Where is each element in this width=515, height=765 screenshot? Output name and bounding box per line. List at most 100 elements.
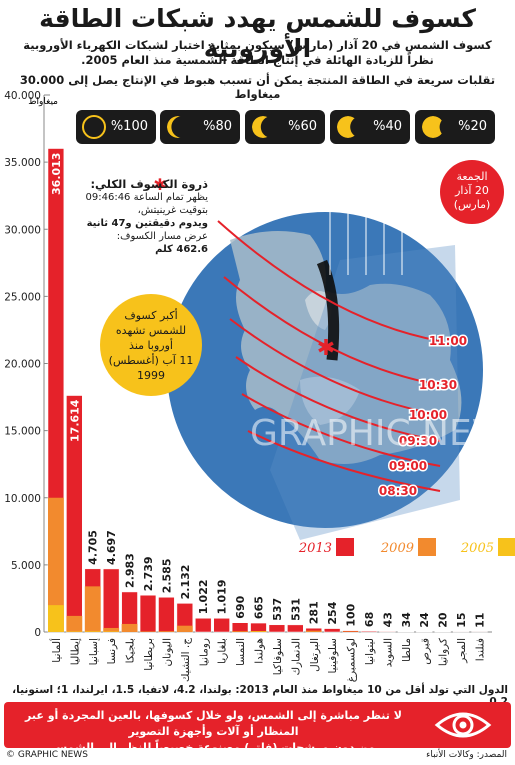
y-tick-label: 20.000 [4, 359, 41, 371]
y-tick-label: 5.000 [11, 560, 41, 572]
bar-value-label: 4.697 [105, 530, 118, 565]
y-tick-label: 30.000 [4, 224, 41, 236]
x-tick-label: ليتوانيا [364, 638, 376, 665]
y-tick-label: 10.000 [4, 493, 41, 505]
y-tick-label: 35.000 [4, 157, 41, 169]
bar-2009-4 [121, 623, 138, 632]
time-line [223, 276, 441, 386]
date-badge-line-1: الجمعة [456, 170, 488, 183]
time-line [229, 318, 441, 416]
bar-2009-6 [158, 631, 175, 632]
time-label: 11:00 [429, 334, 467, 348]
eclipse-phase-icon [337, 116, 359, 138]
peak-line-5: 462.6 كلم [155, 244, 208, 255]
phase-label: %20 [458, 119, 487, 134]
x-tick-label: إسبانيا [88, 638, 100, 665]
time-line [247, 430, 441, 492]
bar-2009-0 [48, 497, 64, 632]
bar-value-label: 2.585 [160, 558, 173, 593]
largest-eclipse-line-5: 1999 [137, 369, 165, 382]
time-line [241, 393, 441, 467]
phase-label: %60 [288, 119, 317, 134]
bar-value-label: 665 [253, 596, 266, 619]
peak-info: ذروة الكسوف الكلي: يظهر تمام الساعة 09:4… [68, 177, 209, 256]
bar-value-label: 1.022 [197, 579, 210, 614]
x-tick-label: لوكسمبرغ [346, 638, 358, 682]
phase-label: %80 [203, 119, 232, 134]
bar-value-label: 36.013 [50, 153, 63, 195]
x-tick-label: المجر [456, 638, 468, 664]
x-tick-label: بلغاريا [217, 638, 229, 664]
x-tick-label: البرتغال [309, 638, 321, 672]
bar-2013-3 [103, 568, 120, 633]
phase-box-0: %100 [76, 110, 156, 144]
eclipse-phase-icon [167, 116, 189, 138]
phase-box-2: %60 [245, 110, 325, 144]
bar-value-label: 254 [326, 601, 339, 624]
x-tick-label: قبرص [419, 638, 431, 665]
x-tick-label: مالطا [401, 638, 413, 662]
subtitle-line-1: كسوف الشمس في 20 آذار (مارس) سيكون بمثاب… [23, 38, 492, 52]
eclipse-phase-icon [82, 115, 106, 139]
bar-value-label: 2.739 [142, 556, 155, 591]
bar-value-label: 43 [381, 612, 394, 627]
y-tick-label: 25.000 [4, 291, 41, 303]
x-tick-label: سلوفاكيا [272, 638, 284, 675]
bar-value-label: 17.614 [68, 399, 81, 442]
x-tick-label: ألمانيا [49, 638, 63, 663]
warning-line-2: من دون مرشحات (فلتر) مصنوعة خصيصاً للنظر… [51, 741, 376, 754]
x-tick-label: النمسا [235, 638, 247, 666]
time-label: 09:30 [399, 434, 437, 448]
largest-eclipse-line-1: أكبر كسوف [124, 309, 178, 322]
legend-label: 2009 [380, 541, 414, 556]
x-tick-label: الدنمارك [290, 638, 302, 676]
y-tick-label: 40.000 [4, 90, 41, 102]
time-line [235, 356, 441, 442]
x-tick-label: رومانيا [198, 638, 210, 666]
x-tick-label: كرواتيا [438, 638, 450, 666]
bar-2009-7 [176, 625, 193, 632]
bar-2005-3 [103, 631, 120, 632]
subtitle-line-3: تقلبات سريعة في الطاقة المنتجة يمكن أن ت… [19, 73, 496, 101]
watermark: GRAPHIC NEWS [250, 413, 515, 454]
phase-box-1: %80 [160, 110, 240, 144]
svg-text:GRAPHIC NEWS: GRAPHIC NEWS [250, 413, 515, 454]
eclipse-phase-icon [422, 116, 444, 138]
phase-label: %40 [373, 119, 402, 134]
bar-value-label: 20 [437, 612, 450, 628]
time-line [217, 220, 441, 342]
legend: 2013 2009 2005 [298, 538, 515, 556]
legend-swatch [336, 538, 354, 556]
bar-2013-5 [139, 594, 157, 633]
x-tick-label: إيطاليا [69, 638, 81, 665]
date-badge-line-2: 20 آذار [455, 184, 489, 197]
largest-eclipse-badge: أكبر كسوف للشمس تشهده أوروبا منذ 11 آب (… [100, 294, 202, 396]
peak-line-1: يظهر تمام الساعة 09:46:46 [85, 192, 209, 203]
phase-box-3: %40 [330, 110, 410, 144]
warning-line-1: لا تنظر مباشرة إلى الشمس، ولو خلال كسوفه… [25, 709, 402, 738]
bar-2009-10 [232, 631, 249, 632]
bar-2009-1 [66, 615, 83, 632]
bar-2009-2 [84, 586, 101, 632]
bar-2009-14 [305, 630, 322, 632]
footnote: الدول التي تولد أقل من 10 ميغاواط منذ ال… [12, 684, 508, 708]
source: المصدر: وكالات الأنباء [426, 750, 507, 760]
peak-star-marker: ✱ ✱ [153, 175, 335, 361]
phase-box-4: %20 [415, 110, 495, 144]
x-tick-label: سلوفينيا [327, 638, 339, 673]
legend-swatch [418, 538, 436, 556]
eclipse-time-lines: 11:00 10:30 10:00 09:30 09:00 08:30 [217, 220, 469, 500]
warning-banner: لا تنظر مباشرة إلى الشمس، ولو خلال كسوفه… [4, 702, 511, 754]
bar-2013-15 [324, 628, 341, 633]
peak-line-3: ويدوم دقيقتين و47 ثانية [86, 218, 208, 229]
bar-value-labels: 36.013 17.614 4.705 4.697 2.983 2.739 2.585 2.1… [50, 153, 487, 628]
largest-eclipse-line-2: للشمس تشهده [115, 324, 187, 337]
credit: © GRAPHIC NEWS [6, 750, 88, 760]
peak-title: ذروة الكسوف الكلي: [90, 177, 208, 191]
x-tick-label: بلجيكا [125, 638, 137, 663]
bar-value-label: 34 [400, 612, 413, 628]
bar-value-label: 15 [455, 612, 468, 627]
bar-value-label: 11 [474, 613, 487, 628]
x-tick-label: السويد [382, 638, 394, 667]
bars [47, 148, 488, 633]
